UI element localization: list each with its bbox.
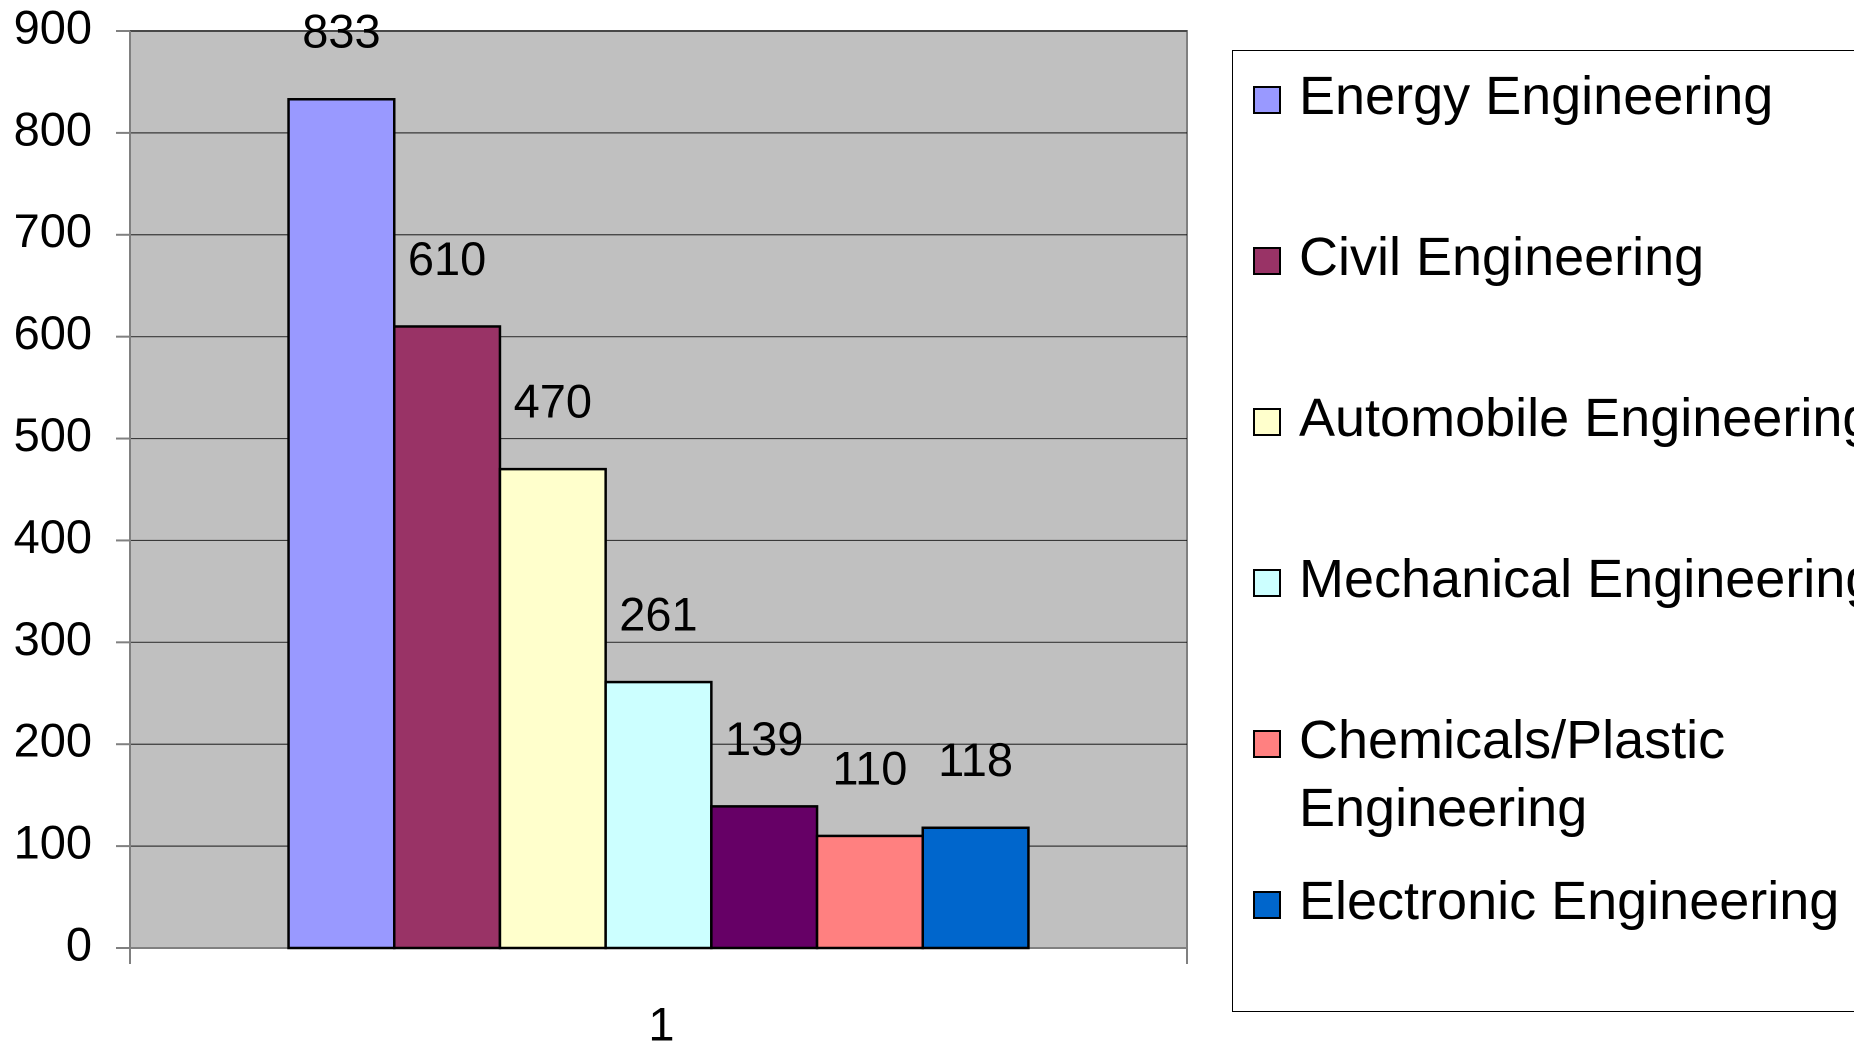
bar bbox=[921, 826, 1030, 950]
y-tick-label: 400 bbox=[14, 510, 92, 563]
y-tick-label: 800 bbox=[14, 102, 92, 155]
bar bbox=[815, 834, 924, 950]
bar bbox=[604, 680, 713, 950]
data-label: 833 bbox=[302, 5, 380, 58]
legend-label: Chemicals/Plastic Engineering bbox=[1299, 710, 1726, 838]
legend-swatch bbox=[1253, 569, 1281, 597]
legend-entry: Energy Engineering bbox=[1253, 62, 1854, 130]
bar bbox=[498, 467, 607, 950]
legend-label: Civil Engineering bbox=[1299, 227, 1705, 287]
y-tick-label: 600 bbox=[14, 306, 92, 359]
legend-entry: Automobile Engineering bbox=[1253, 384, 1854, 452]
y-tick-label: 900 bbox=[14, 0, 92, 53]
y-tick-label: 0 bbox=[66, 917, 92, 970]
bar bbox=[287, 98, 396, 950]
legend-entry: Chemicals/Plastic Engineering bbox=[1253, 706, 1854, 842]
legend-swatch bbox=[1253, 247, 1281, 275]
bar bbox=[393, 325, 502, 950]
x-tick-label: 1 bbox=[648, 997, 674, 1049]
data-label: 139 bbox=[725, 712, 803, 765]
legend-entry: Civil Engineering bbox=[1253, 223, 1854, 291]
y-tick-label: 500 bbox=[14, 408, 92, 461]
legend-entry: Electronic Engineering bbox=[1253, 867, 1854, 935]
legend-label: Energy Engineering bbox=[1299, 66, 1774, 126]
legend-label: Mechanical Engineering bbox=[1299, 549, 1854, 609]
data-label: 118 bbox=[938, 733, 1013, 786]
legend-swatch bbox=[1253, 86, 1281, 114]
data-label: 470 bbox=[514, 375, 592, 428]
legend-label: Electronic Engineering bbox=[1299, 871, 1840, 931]
legend-entry: Mechanical Engineering bbox=[1253, 545, 1854, 613]
legend-swatch bbox=[1253, 408, 1281, 436]
data-label: 110 bbox=[832, 741, 907, 794]
y-tick-label: 700 bbox=[14, 204, 92, 257]
legend: Energy Engineering Civil Engineering Autom… bbox=[1232, 50, 1854, 1012]
legend-label: Automobile Engineering bbox=[1299, 388, 1854, 448]
y-tick-label: 200 bbox=[14, 714, 92, 767]
legend-swatch bbox=[1253, 891, 1281, 919]
y-tick-label: 300 bbox=[14, 612, 92, 665]
y-tick-label: 100 bbox=[14, 816, 92, 869]
data-label: 261 bbox=[619, 587, 697, 640]
bar bbox=[710, 805, 819, 950]
legend-swatch bbox=[1253, 730, 1281, 758]
data-label: 610 bbox=[408, 232, 486, 285]
